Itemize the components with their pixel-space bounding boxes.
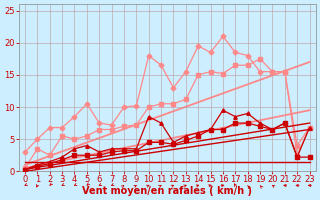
- X-axis label: Vent moyen/en rafales ( km/h ): Vent moyen/en rafales ( km/h ): [82, 186, 252, 196]
